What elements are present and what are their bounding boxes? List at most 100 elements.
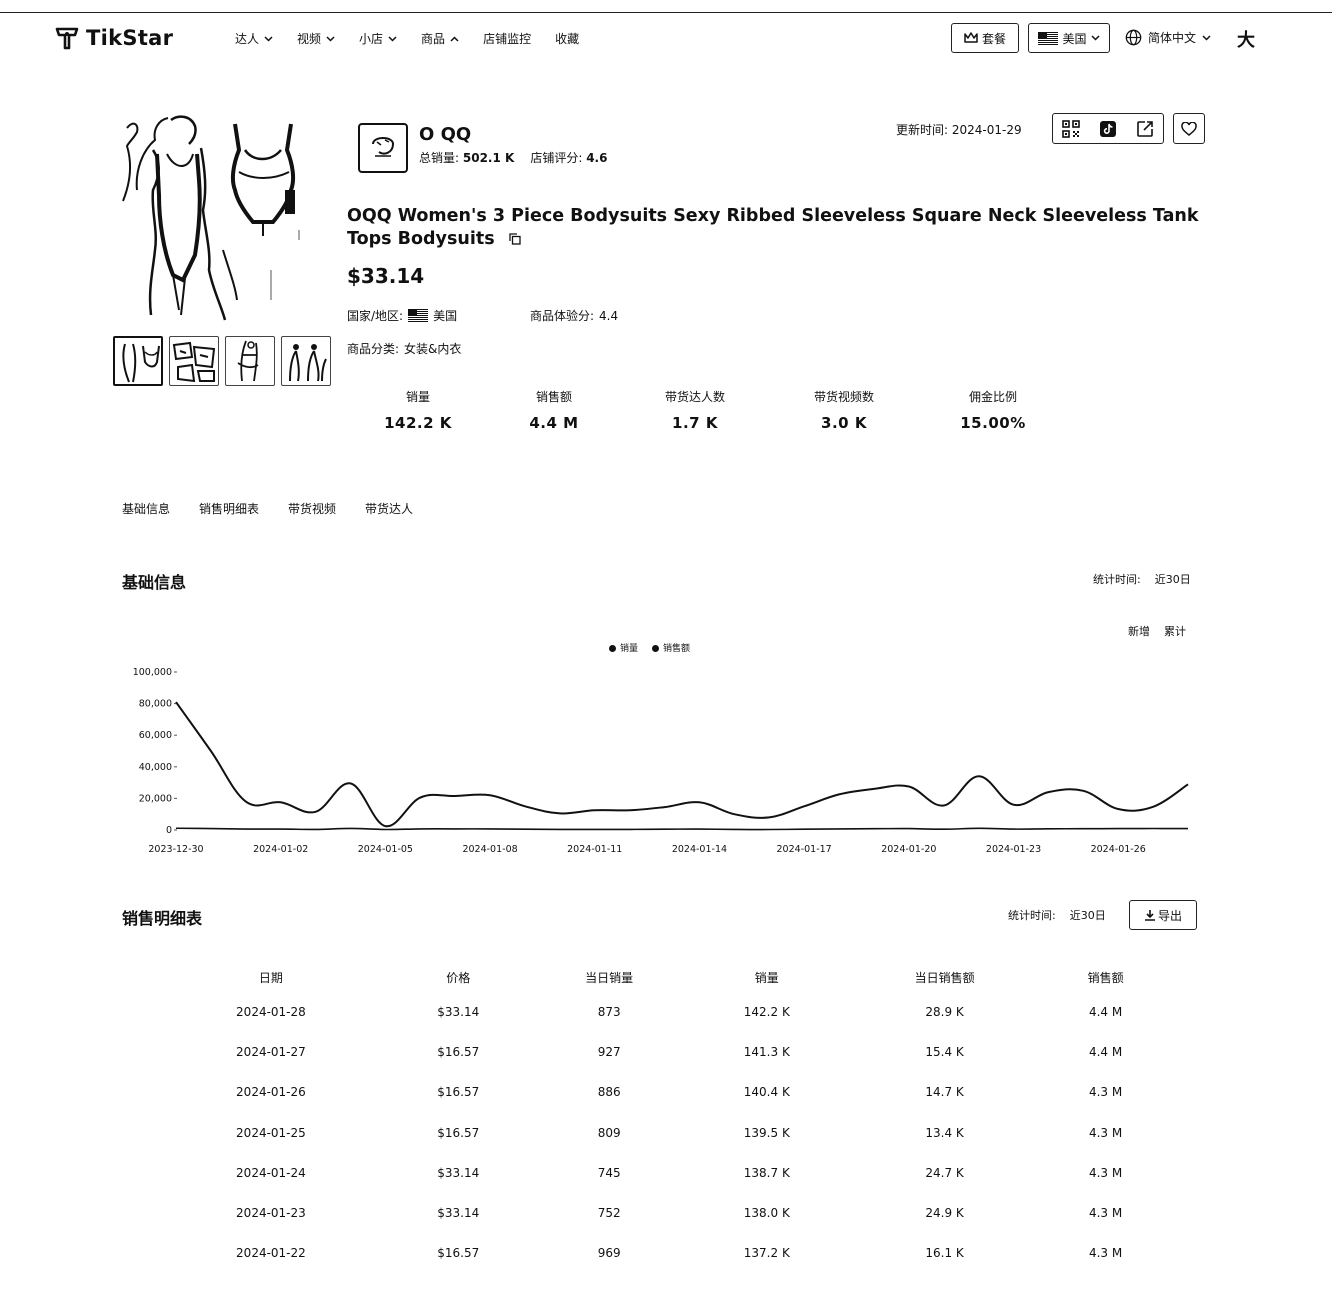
x-tick-label: 2024-01-02	[253, 844, 308, 855]
column-header-volume[interactable]: 销量	[754, 970, 779, 985]
language-select[interactable]: 简体中文	[1125, 29, 1211, 46]
cell-daily-volume: 886	[597, 1085, 621, 1100]
language-label: 简体中文	[1148, 31, 1197, 45]
nav-item-shops[interactable]: 小店	[359, 30, 397, 47]
cell-volume: 142.2 K	[743, 1005, 790, 1020]
shop-info[interactable]: O QQ 总销量: 502.1 K 店铺评分: 4.6	[358, 123, 607, 173]
cell-volume: 138.0 K	[743, 1206, 790, 1221]
toggle-cumulative[interactable]: 累计	[1164, 625, 1186, 638]
tikstar-logo-icon	[55, 27, 79, 50]
thumbnail-4[interactable]	[281, 336, 331, 386]
top-header: TikStar 达人 视频 小店 商品 店铺监控 收藏 套餐	[0, 13, 1332, 65]
cell-daily-amount: 24.9 K	[925, 1206, 964, 1221]
tab-promo-videos[interactable]: 带货视频	[288, 502, 337, 516]
tab-promo-creators[interactable]: 带货达人	[365, 502, 414, 516]
product-price: $33.14	[347, 264, 425, 288]
metric-creator-count: 带货达人数 1.7 K	[630, 388, 760, 432]
chevron-down-icon	[388, 35, 397, 42]
table-row: 2024-01-27 $16.57 927 141.3 K 15.4 K 4.4 M	[154, 1032, 1166, 1072]
shop-name[interactable]: O QQ	[419, 124, 472, 145]
cell-date: 2024-01-27	[236, 1045, 306, 1060]
stat-range-value: 近30日	[1069, 909, 1106, 922]
column-header-daily-amount[interactable]: 当日销售额	[914, 970, 975, 985]
product-main-image[interactable]	[113, 110, 331, 330]
update-time-label: 更新时间:	[896, 123, 949, 137]
cell-daily-volume: 745	[597, 1165, 621, 1180]
y-tick-label: 40,000	[139, 762, 172, 773]
cell-price: $33.14	[437, 1005, 480, 1020]
legend-dot	[652, 645, 660, 652]
cell-volume: 139.5 K	[743, 1125, 790, 1140]
crown-icon	[964, 32, 978, 43]
column-header-amount[interactable]: 销售额	[1087, 970, 1124, 985]
top-border	[0, 12, 1332, 13]
nav-item-label: 商品	[421, 32, 446, 46]
external-link-icon[interactable]	[1136, 120, 1154, 138]
nav-item-label: 小店	[359, 32, 384, 46]
column-header-daily-volume[interactable]: 当日销量	[585, 970, 634, 985]
cell-price: $16.57	[437, 1045, 480, 1060]
y-tick-label: 60,000	[139, 730, 172, 741]
us-flag-icon	[1038, 31, 1059, 45]
nav-item-videos[interactable]: 视频	[297, 30, 335, 47]
nav-item-products[interactable]: 商品	[421, 30, 459, 47]
y-tick-label: 20,000	[139, 793, 172, 804]
legend-item-sales-amount[interactable]: 销售额	[652, 641, 690, 654]
product-experience-score: 商品体验分: 4.4	[530, 307, 618, 324]
product-title-text: OQQ Women's 3 Piece Bodysuits Sexy Ribbe…	[347, 206, 1199, 249]
nav-item-creators[interactable]: 达人	[235, 30, 273, 47]
font-size-toggle[interactable]: 大	[1237, 30, 1255, 51]
sales-stat-range[interactable]: 统计时间: 近30日	[1008, 907, 1106, 923]
copy-icon[interactable]	[508, 233, 521, 245]
download-icon	[1144, 910, 1155, 921]
metric-sales-amount: 销售额 4.4 M	[478, 388, 630, 432]
globe-icon	[1125, 29, 1142, 46]
category-value: 女装&内衣	[404, 342, 462, 356]
cell-price: $16.57	[437, 1125, 480, 1140]
export-button[interactable]: 导出	[1129, 900, 1197, 930]
table-row: 2024-01-22 $16.57 969 137.2 K 16.1 K 4.3 M	[154, 1233, 1166, 1273]
tab-sales-detail[interactable]: 销售明细表	[199, 502, 260, 516]
metric-video-count: 带货视频数 3.0 K	[760, 388, 928, 432]
column-header-date[interactable]: 日期	[258, 970, 283, 985]
column-header-price[interactable]: 价格	[446, 970, 471, 985]
thumbnail-2[interactable]	[169, 336, 219, 386]
cell-date: 2024-01-23	[236, 1206, 306, 1221]
cell-date: 2024-01-24	[236, 1165, 306, 1180]
product-metrics: 销量 142.2 K 销售额 4.4 M 带货达人数 1.7 K 带货视频数 3…	[358, 388, 1058, 432]
tab-basic-info[interactable]: 基础信息	[122, 502, 171, 516]
chevron-down-icon	[1202, 34, 1211, 41]
toggle-new[interactable]: 新增	[1128, 625, 1150, 638]
shop-logo-icon	[372, 137, 395, 157]
logo[interactable]: TikStar	[54, 25, 173, 51]
cell-daily-volume: 809	[597, 1125, 621, 1140]
x-tick-label: 2024-01-23	[986, 844, 1041, 855]
thumbnail-image	[237, 340, 259, 382]
thumbnail-3[interactable]	[225, 336, 275, 386]
favorite-button[interactable]	[1173, 113, 1205, 144]
update-time: 更新时间: 2024-01-29	[896, 121, 1022, 138]
x-tick-label: 2024-01-08	[462, 844, 517, 855]
cell-daily-amount: 14.7 K	[925, 1085, 964, 1100]
cell-daily-amount: 28.9 K	[925, 1005, 964, 1020]
chart-legend: 销量 销售额	[609, 641, 690, 654]
legend-item-sales-volume[interactable]: 销量	[609, 641, 638, 654]
cell-amount: 4.4 M	[1088, 1045, 1123, 1060]
product-country: 国家/地区: 美国	[347, 307, 457, 324]
legend-dot	[609, 645, 616, 652]
basic-stat-range[interactable]: 统计时间: 近30日	[1093, 571, 1191, 587]
qr-code-icon[interactable]	[1062, 119, 1081, 138]
series-line-sales-amount	[175, 701, 1189, 828]
section-tabs: 基础信息 销售明细表 带货视频 带货达人	[122, 500, 413, 517]
tiktok-icon[interactable]	[1099, 120, 1117, 138]
product-title: OQQ Women's 3 Piece Bodysuits Sexy Ribbe…	[347, 205, 1207, 251]
plan-button[interactable]: 套餐	[951, 23, 1019, 53]
nav-item-favorites[interactable]: 收藏	[555, 30, 579, 47]
cell-amount: 4.3 M	[1088, 1165, 1123, 1180]
category-label: 商品分类:	[347, 342, 400, 356]
nav-item-shop-monitor[interactable]: 店铺监控	[483, 30, 531, 47]
cell-amount: 4.3 M	[1088, 1206, 1123, 1221]
table-header-row: 日期 价格 当日销量 销量 当日销售额 销售额	[154, 962, 1166, 992]
thumbnail-1[interactable]	[113, 336, 163, 386]
region-select[interactable]: 美国	[1028, 23, 1110, 53]
